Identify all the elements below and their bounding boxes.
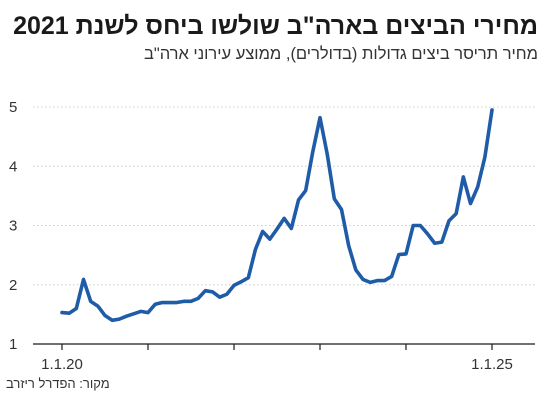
chart-subtitle: מחיר תריסר ביצים גדולות (בדולרים), ממוצע…	[143, 45, 538, 63]
chart-title: מחירי הביצים בארה"ב שולשו ביחס לשנת 2021	[13, 12, 538, 40]
data-series	[60, 108, 494, 323]
y-tick-label-5: 5	[9, 99, 17, 116]
y-tick-label-2: 2	[9, 277, 17, 294]
source-note: מקור: הפדרל ריזרב	[6, 376, 110, 391]
y-tick-label-4: 4	[9, 158, 17, 175]
y-tick-label-3: 3	[9, 218, 17, 235]
series-line-egg-price	[60, 108, 494, 323]
y-tick-labels: 1 2 3 4 5	[9, 99, 17, 353]
x-tick-label-0: 1.1.20	[41, 356, 83, 373]
y-tick-label-1: 1	[9, 336, 17, 353]
x-tick-labels: 1.1.20 1.1.25	[41, 356, 513, 373]
x-axis	[33, 343, 535, 350]
x-tick-label-1: 1.1.25	[471, 356, 513, 373]
